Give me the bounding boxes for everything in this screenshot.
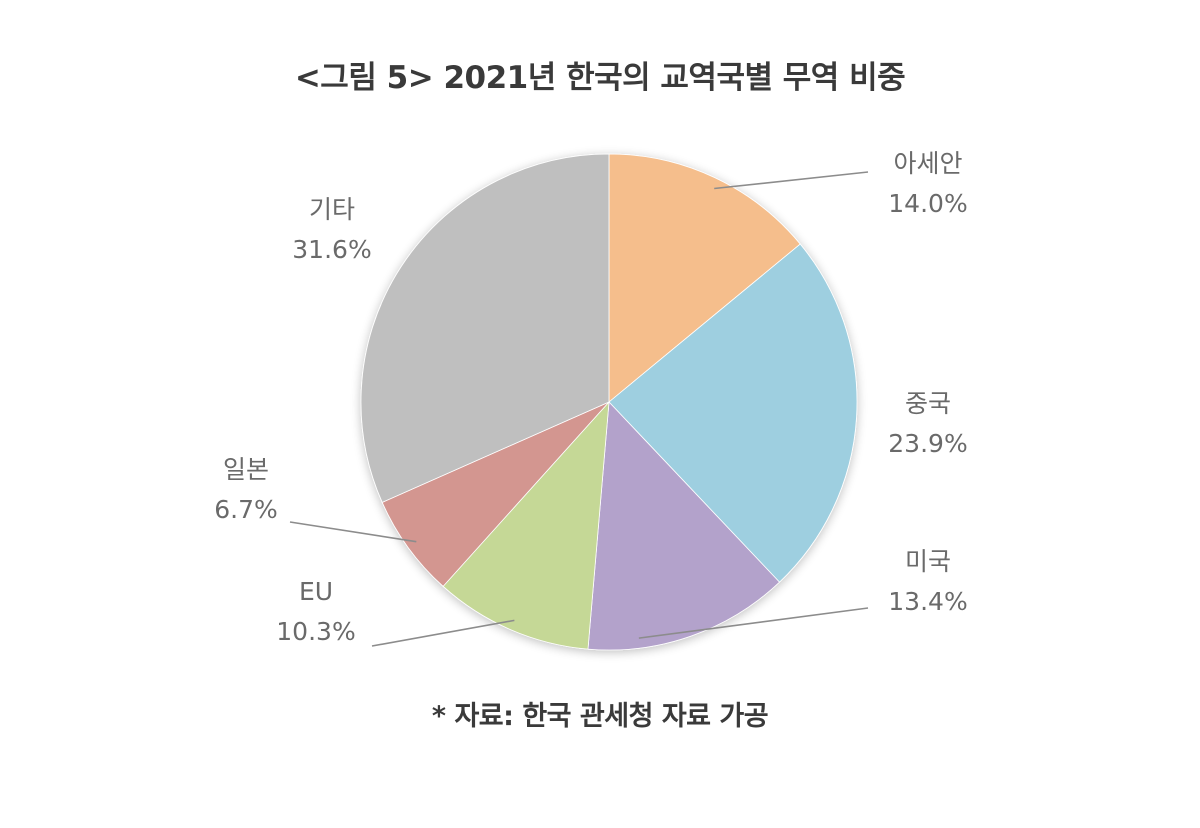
slice-category-label-5: 일본	[223, 455, 269, 484]
chart-title: <그림 5> 2021년 한국의 교역국별 무역 비중	[294, 60, 906, 96]
leader-line-3	[638, 607, 869, 639]
pie-slice-3	[587, 401, 781, 651]
slice-value-label-6: 31.6%	[292, 235, 371, 264]
slice-value-label-5: 6.7%	[214, 495, 278, 524]
pie-slice-4	[442, 400, 610, 650]
slice-value-label-3: 13.4%	[888, 587, 967, 616]
pie-slices	[360, 153, 858, 651]
pie-slice-6	[360, 153, 610, 503]
slice-category-label-6: 기타	[309, 195, 355, 224]
leader-line-5	[289, 521, 417, 543]
slice-value-label-4: 10.3%	[276, 617, 355, 646]
pie-slice-2	[608, 243, 858, 583]
slice-category-label-3: 미국	[905, 547, 951, 576]
pie-slice-1	[608, 153, 801, 403]
leader-line-4	[371, 619, 515, 647]
leader-line-1	[714, 171, 869, 190]
slice-value-label-1: 14.0%	[888, 189, 967, 218]
chart-source-note: * 자료: 한국 관세청 자료 가공	[431, 701, 769, 732]
slice-value-label-2: 23.9%	[888, 429, 967, 458]
slice-category-label-1: 아세안	[893, 149, 962, 178]
slice-category-label-4: EU	[299, 577, 333, 606]
slice-category-label-2: 중국	[905, 389, 951, 418]
